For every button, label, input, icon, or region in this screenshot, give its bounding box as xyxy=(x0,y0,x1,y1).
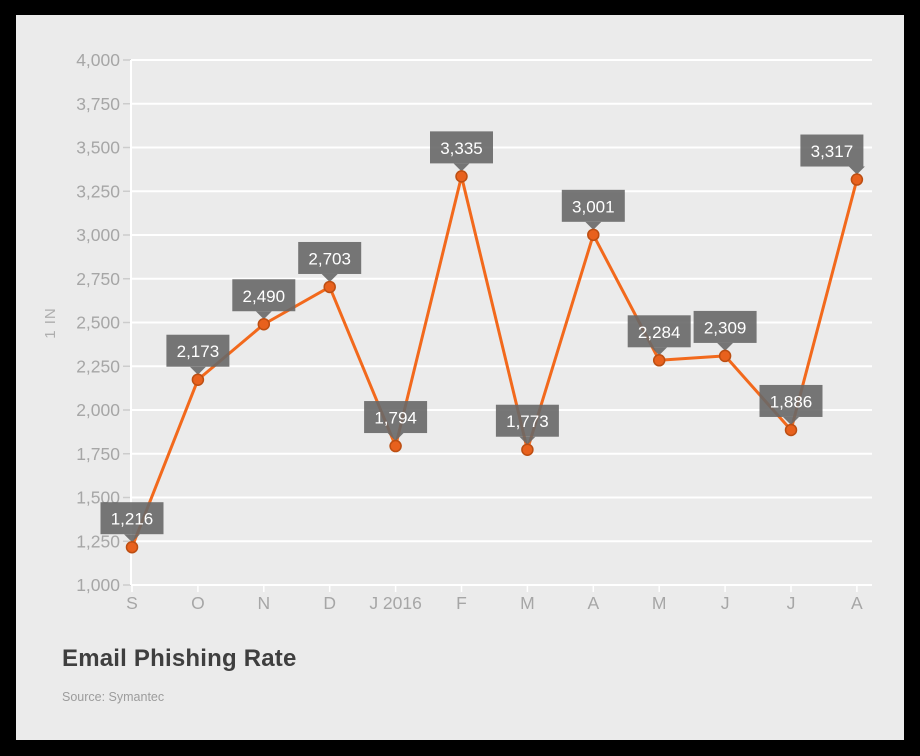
data-point-marker[interactable] xyxy=(784,423,798,437)
data-label-value: 2,309 xyxy=(704,318,747,337)
chart-source-caption: Source: Symantec xyxy=(62,690,165,704)
y-tick-label: 3,250 xyxy=(76,181,120,201)
y-tick-label: 4,000 xyxy=(76,50,120,70)
data-label-box xyxy=(364,401,428,434)
data-label-pointer xyxy=(321,273,338,282)
data-label-value: 2,173 xyxy=(177,342,220,361)
data-label-value: 3,335 xyxy=(440,139,483,158)
data-label-pointer xyxy=(783,416,799,425)
data-point-marker[interactable] xyxy=(455,170,468,183)
data-point-marker[interactable] xyxy=(850,173,864,186)
y-tick-label: 1,250 xyxy=(76,531,120,551)
x-tick-label: D xyxy=(323,593,336,613)
data-point-marker[interactable] xyxy=(521,443,534,456)
data-label-box xyxy=(759,384,823,417)
data-point-marker[interactable] xyxy=(257,318,271,331)
data-label-box xyxy=(800,134,864,167)
data-label-value: 1,216 xyxy=(111,510,154,529)
y-tick-label: 3,000 xyxy=(76,225,120,245)
x-tick-label: O xyxy=(191,593,205,613)
y-tick-label: 1,000 xyxy=(76,575,120,595)
chart-title: Email Phishing Rate xyxy=(62,645,297,672)
data-label-pointer xyxy=(519,436,536,445)
data-point-marker[interactable] xyxy=(191,373,205,386)
x-tick-label: M xyxy=(652,593,667,613)
data-label-pointer xyxy=(255,311,272,320)
data-label-pointer xyxy=(189,366,206,375)
data-label-pointer xyxy=(848,166,865,175)
y-tick-label: 1,750 xyxy=(76,444,120,464)
data-point-marker[interactable] xyxy=(652,354,666,367)
data-label-value: 2,284 xyxy=(638,323,681,342)
data-label-box xyxy=(166,334,230,367)
data-label-value: 3,001 xyxy=(572,197,615,216)
data-label-value: 1,886 xyxy=(770,392,813,411)
data-label-box xyxy=(298,241,362,274)
y-tick-label: 2,500 xyxy=(76,313,120,333)
x-tick-label: A xyxy=(587,593,599,613)
data-point-marker[interactable] xyxy=(389,439,402,453)
y-tick-label: 2,000 xyxy=(76,400,120,420)
data-label-box xyxy=(232,279,296,312)
data-label-value: 1,794 xyxy=(374,409,417,428)
data-point-marker[interactable] xyxy=(323,280,336,294)
data-label-box xyxy=(561,189,625,222)
data-label-value: 3,317 xyxy=(811,142,854,161)
data-label-box xyxy=(495,404,559,437)
data-label-value: 2,703 xyxy=(308,249,351,268)
data-label-box xyxy=(627,315,691,348)
data-point-marker[interactable] xyxy=(718,349,732,363)
data-label-value: 2,490 xyxy=(243,287,286,306)
data-label-value: 1,773 xyxy=(506,412,549,431)
data-point-marker[interactable] xyxy=(587,228,600,242)
x-tick-label: F xyxy=(456,593,467,613)
x-tick-label: A xyxy=(851,593,863,613)
data-label-pointer xyxy=(453,163,470,172)
y-tick-label: 3,500 xyxy=(76,138,120,158)
data-label-pointer xyxy=(651,347,668,356)
data-label-pointer xyxy=(387,433,404,442)
x-tick-label: N xyxy=(257,593,270,613)
data-label-box xyxy=(693,310,757,343)
data-label-box xyxy=(100,502,164,535)
y-tick-label: 2,750 xyxy=(76,269,120,289)
data-label-pointer xyxy=(124,534,140,543)
y-axis-label: 1 IN xyxy=(42,307,59,339)
y-tick-label: 2,250 xyxy=(76,356,120,376)
data-label-pointer xyxy=(717,342,734,351)
y-tick-label: 3,750 xyxy=(76,94,120,114)
x-tick-label: S xyxy=(126,593,138,613)
x-tick-label: M xyxy=(520,593,535,613)
data-label-pointer xyxy=(585,221,602,230)
data-label-box xyxy=(430,131,493,164)
x-tick-label: J xyxy=(721,593,730,613)
series-line xyxy=(130,174,859,548)
data-point-marker[interactable] xyxy=(125,540,139,554)
x-tick-label: J xyxy=(787,593,796,613)
x-tick-label: J 2016 xyxy=(369,593,422,613)
